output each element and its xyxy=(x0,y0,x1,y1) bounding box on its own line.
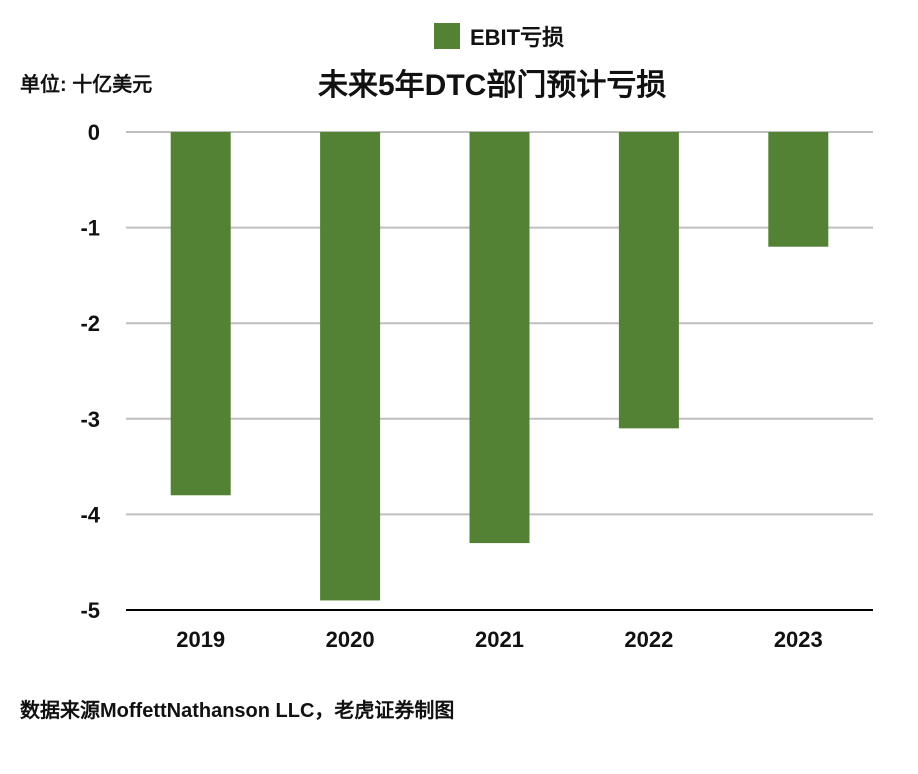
legend: EBIT亏损 xyxy=(434,20,564,52)
legend-swatch xyxy=(434,23,460,49)
bar-2020 xyxy=(320,132,381,601)
y-tick-label: -5 xyxy=(80,598,100,623)
source-note: 数据来源MoffettNathanson LLC，老虎证券制图 xyxy=(20,700,455,722)
bar-2019 xyxy=(170,132,231,496)
x-tick-label: 2023 xyxy=(774,627,823,652)
y-tick-label: -4 xyxy=(80,502,100,527)
bar-2022 xyxy=(618,132,679,429)
x-tick-label: 2022 xyxy=(624,627,673,652)
unit-label: 单位: 十亿美元 xyxy=(20,74,153,96)
y-tick-label: -3 xyxy=(80,407,100,432)
x-tick-label: 2019 xyxy=(176,627,225,652)
y-tick-label: -1 xyxy=(80,216,100,241)
y-tick-label: -2 xyxy=(80,311,100,336)
x-tick-label: 2020 xyxy=(326,627,375,652)
bar-2021 xyxy=(469,132,530,544)
chart-title: 未来5年DTC部门预计亏损 xyxy=(318,69,667,102)
y-tick-label: 0 xyxy=(88,120,100,145)
bar-2023 xyxy=(768,132,829,247)
legend-label: EBIT亏损 xyxy=(470,25,565,50)
x-tick-label: 2021 xyxy=(475,627,524,652)
